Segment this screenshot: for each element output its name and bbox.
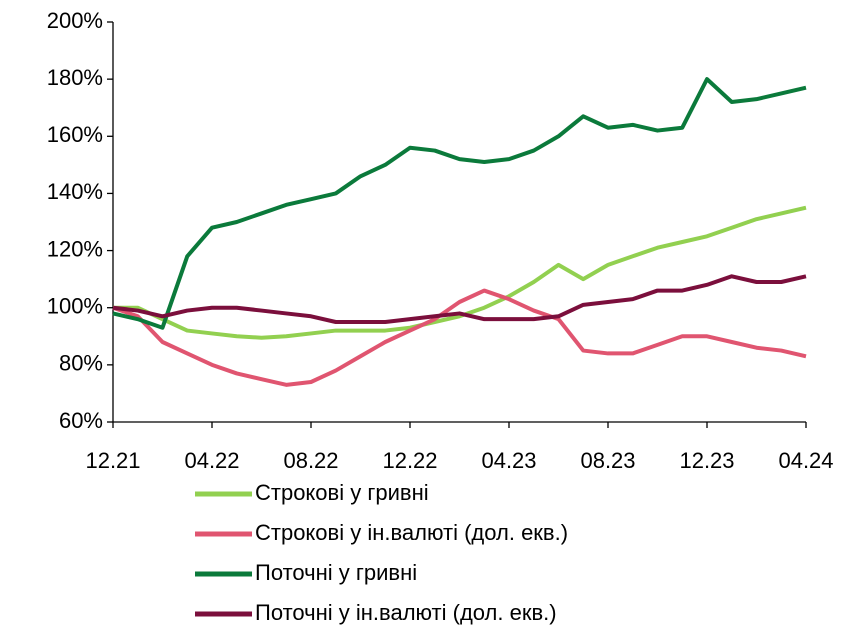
series-line	[112, 288, 807, 387]
series-line	[112, 77, 807, 330]
legend-label: Поточні у гривні	[255, 560, 417, 585]
x-tick-label: 04.22	[184, 448, 239, 473]
x-tick-label: 08.23	[580, 448, 635, 473]
y-tick-label: 60%	[59, 408, 103, 433]
x-tick-label: 12.23	[679, 448, 734, 473]
y-tick-label: 180%	[47, 65, 103, 90]
y-tick-label: 120%	[47, 236, 103, 261]
x-tick-label: 04.23	[481, 448, 536, 473]
series-line	[112, 274, 807, 324]
x-tick-label: 12.22	[382, 448, 437, 473]
y-tick-label: 200%	[47, 8, 103, 33]
x-tick-label: 12.21	[85, 448, 140, 473]
x-tick-label: 08.22	[283, 448, 338, 473]
y-tick-label: 80%	[59, 351, 103, 376]
series-line	[113, 205, 807, 340]
y-tick-label: 140%	[47, 179, 103, 204]
legend-label: Строкові у ін.валюті (дол. екв.)	[255, 520, 568, 545]
x-tick-label: 04.24	[778, 448, 833, 473]
y-tick-label: 100%	[47, 294, 103, 319]
legend-label: Строкові у гривні	[255, 480, 429, 505]
legend-label: Поточні у ін.валюті (дол. екв.)	[255, 600, 557, 625]
y-tick-label: 160%	[47, 122, 103, 147]
